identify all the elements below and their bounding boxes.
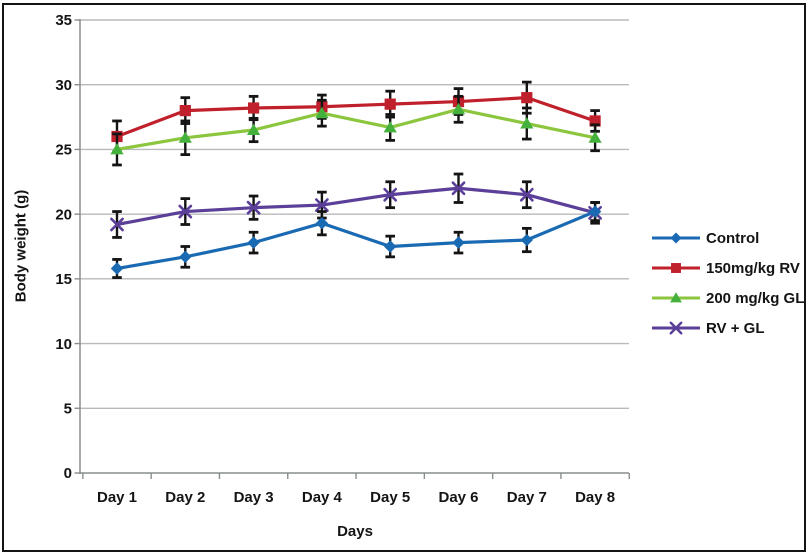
x-axis-title: Days [337,523,373,540]
legend-swatch [652,321,700,335]
legend-label: RV + GL [706,319,765,337]
data-point-marker [247,123,261,136]
x-tick-label: Day 5 [370,489,410,506]
legend-item-0: Control [651,223,804,253]
series-line-0 [115,209,597,271]
y-tick-label: 35 [55,12,72,29]
y-tick-label: 30 [55,77,72,94]
data-point-marker [110,262,124,275]
x-tick-label: Day 1 [97,489,137,506]
data-point-marker [246,200,261,215]
legend-item-3: RV + GL [651,313,804,343]
legend-item-1: 150mg/kg RV [651,253,804,283]
y-tick-label: 25 [55,142,72,159]
diamond-marker-icon [670,232,682,244]
y-tick-label: 5 [64,400,72,417]
data-point-marker [451,102,466,115]
legend: Control 150mg/kg RV 200 mg/kg GL RV + GL [651,223,804,343]
data-point-marker [383,187,398,202]
y-tick-label: 10 [55,336,72,353]
legend-swatch [652,292,700,303]
data-point-marker [383,121,397,133]
data-point-marker [247,236,260,249]
x-tick-label: Day 7 [507,489,547,506]
x-tick-label: Day 6 [438,489,478,506]
data-point-marker [588,205,602,218]
data-point-marker [314,198,329,212]
legend-swatch [652,263,700,273]
data-point-marker [248,102,260,114]
data-point-marker [315,217,329,230]
data-point-marker [520,233,533,247]
data-point-marker [589,115,601,127]
data-point-marker [110,217,124,232]
legend-label: 150mg/kg RV [706,259,800,277]
data-point-marker [179,105,191,117]
data-point-marker [178,131,192,143]
series-line-2 [115,107,597,152]
y-tick-label: 0 [64,465,72,482]
legend-item-2: 200 mg/kg GL [651,283,804,313]
data-point-marker [520,117,534,129]
data-point-marker [451,181,466,196]
legend-label: Control [706,229,760,247]
data-point-marker [384,98,396,110]
square-marker-icon [671,263,681,273]
series-line-3 [115,186,597,227]
data-point-marker [110,143,124,155]
x-tick-label: Day 4 [302,489,343,506]
triangle-marker-icon [670,292,682,303]
data-point-marker [178,204,193,219]
x-tick-label: Day 3 [234,489,274,506]
y-axis-title: Body weight (g) [12,189,30,303]
data-point-marker [519,187,534,202]
legend-swatch [652,232,700,244]
data-point-marker [179,250,192,264]
data-point-marker [315,106,329,119]
y-tick-label: 20 [55,206,72,223]
data-point-marker [452,236,465,249]
x-tick-label: Day 8 [575,489,615,506]
x-marker-icon [669,321,683,335]
x-tick-label: Day 2 [165,489,205,506]
legend-label: 200 mg/kg GL [706,289,805,307]
data-point-marker [521,92,533,104]
y-tick-label: 15 [55,271,72,288]
data-point-marker [384,240,397,253]
series-line-1 [115,96,597,139]
data-point-marker [588,131,602,143]
